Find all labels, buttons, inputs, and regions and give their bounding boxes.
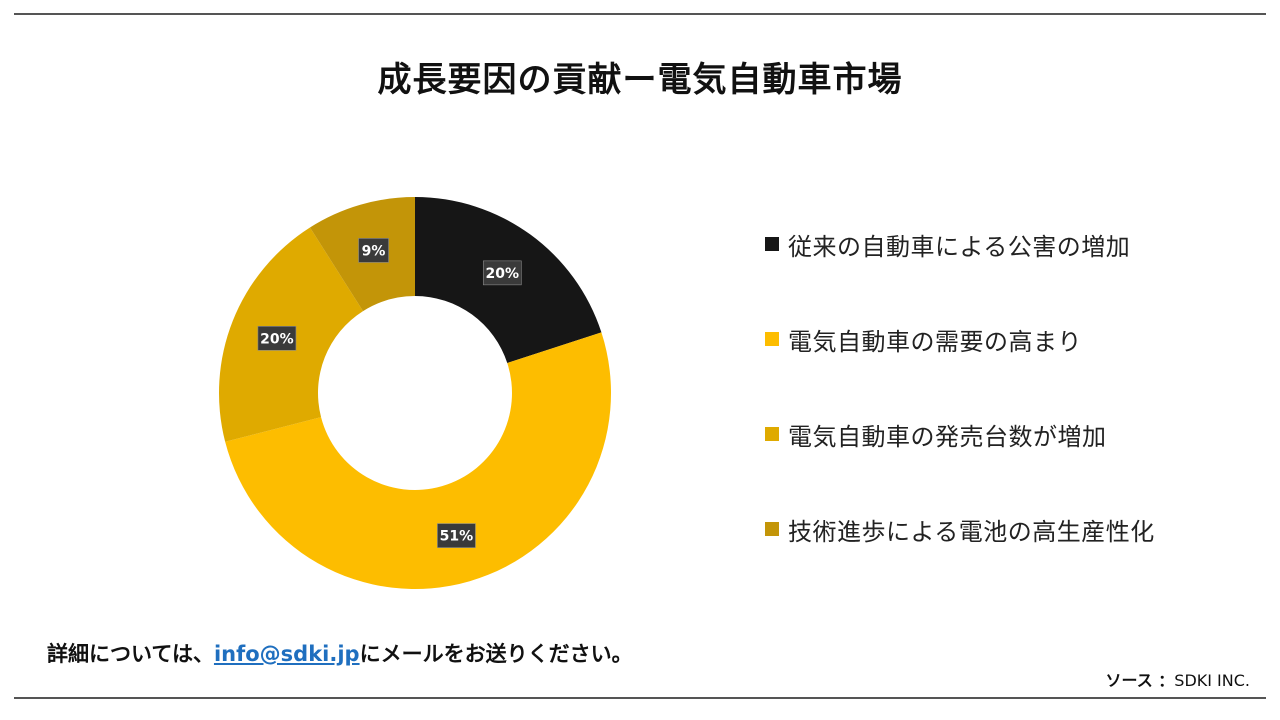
- legend-label: 電気自動車の需要の高まり: [788, 327, 1082, 356]
- legend-label: 電気自動車の発売台数が増加: [788, 422, 1107, 451]
- data-label-text: 20%: [260, 331, 294, 347]
- contact-email-link[interactable]: info@sdki.jp: [213, 642, 360, 666]
- data-label-box: [257, 326, 297, 351]
- source-label: ソース ：: [1105, 671, 1175, 690]
- source-value: SDKI INC.: [1174, 671, 1250, 690]
- data-label-box: [437, 523, 476, 548]
- contact-prefix: 詳細については、: [47, 642, 214, 666]
- data-label-box: [358, 238, 389, 263]
- donut-slices: [219, 197, 611, 589]
- legend-label: 技術進歩による電池の高生産性化: [788, 517, 1155, 546]
- bottom-divider: [14, 697, 1266, 699]
- source-credit: ソース ：SDKI INC.: [1106, 667, 1251, 691]
- legend-swatch: [765, 332, 779, 346]
- data-label-launches: 20%: [257, 326, 297, 351]
- legend-item-launches: 電気自動車の発売台数が増加: [765, 414, 1107, 454]
- donut-chart: 20% 51% 20% 9%: [219, 197, 611, 589]
- chart-title: 成長要因の貢献ー電気自動車市場: [377, 60, 903, 100]
- contact-suffix: にメールをお送りください。: [359, 642, 633, 666]
- legend-item-demand: 電気自動車の需要の高まり: [765, 319, 1082, 359]
- donut-data-labels: 20% 51% 20% 9%: [257, 238, 522, 548]
- data-label-battery: 9%: [358, 238, 389, 263]
- legend-label: 従来の自動車による公害の増加: [788, 232, 1131, 261]
- top-divider: [14, 13, 1266, 15]
- contact-note: 詳細については、info@sdki.jpにメールをお送りください。: [47, 638, 633, 668]
- data-label-demand: 51%: [437, 523, 476, 548]
- legend-swatch: [765, 427, 779, 441]
- donut-slice-demand: [225, 332, 611, 589]
- data-label-pollution: 20%: [482, 260, 522, 286]
- legend-swatch: [765, 237, 779, 251]
- data-label-text: 20%: [486, 266, 520, 282]
- data-label-box: [482, 260, 522, 286]
- legend-swatch: [765, 522, 779, 536]
- data-label-text: 51%: [440, 529, 474, 545]
- legend-item-pollution: 従来の自動車による公害の増加: [765, 224, 1130, 264]
- legend-item-battery: 技術進歩による電池の高生産性化: [765, 509, 1155, 549]
- data-label-text: 9%: [362, 243, 386, 259]
